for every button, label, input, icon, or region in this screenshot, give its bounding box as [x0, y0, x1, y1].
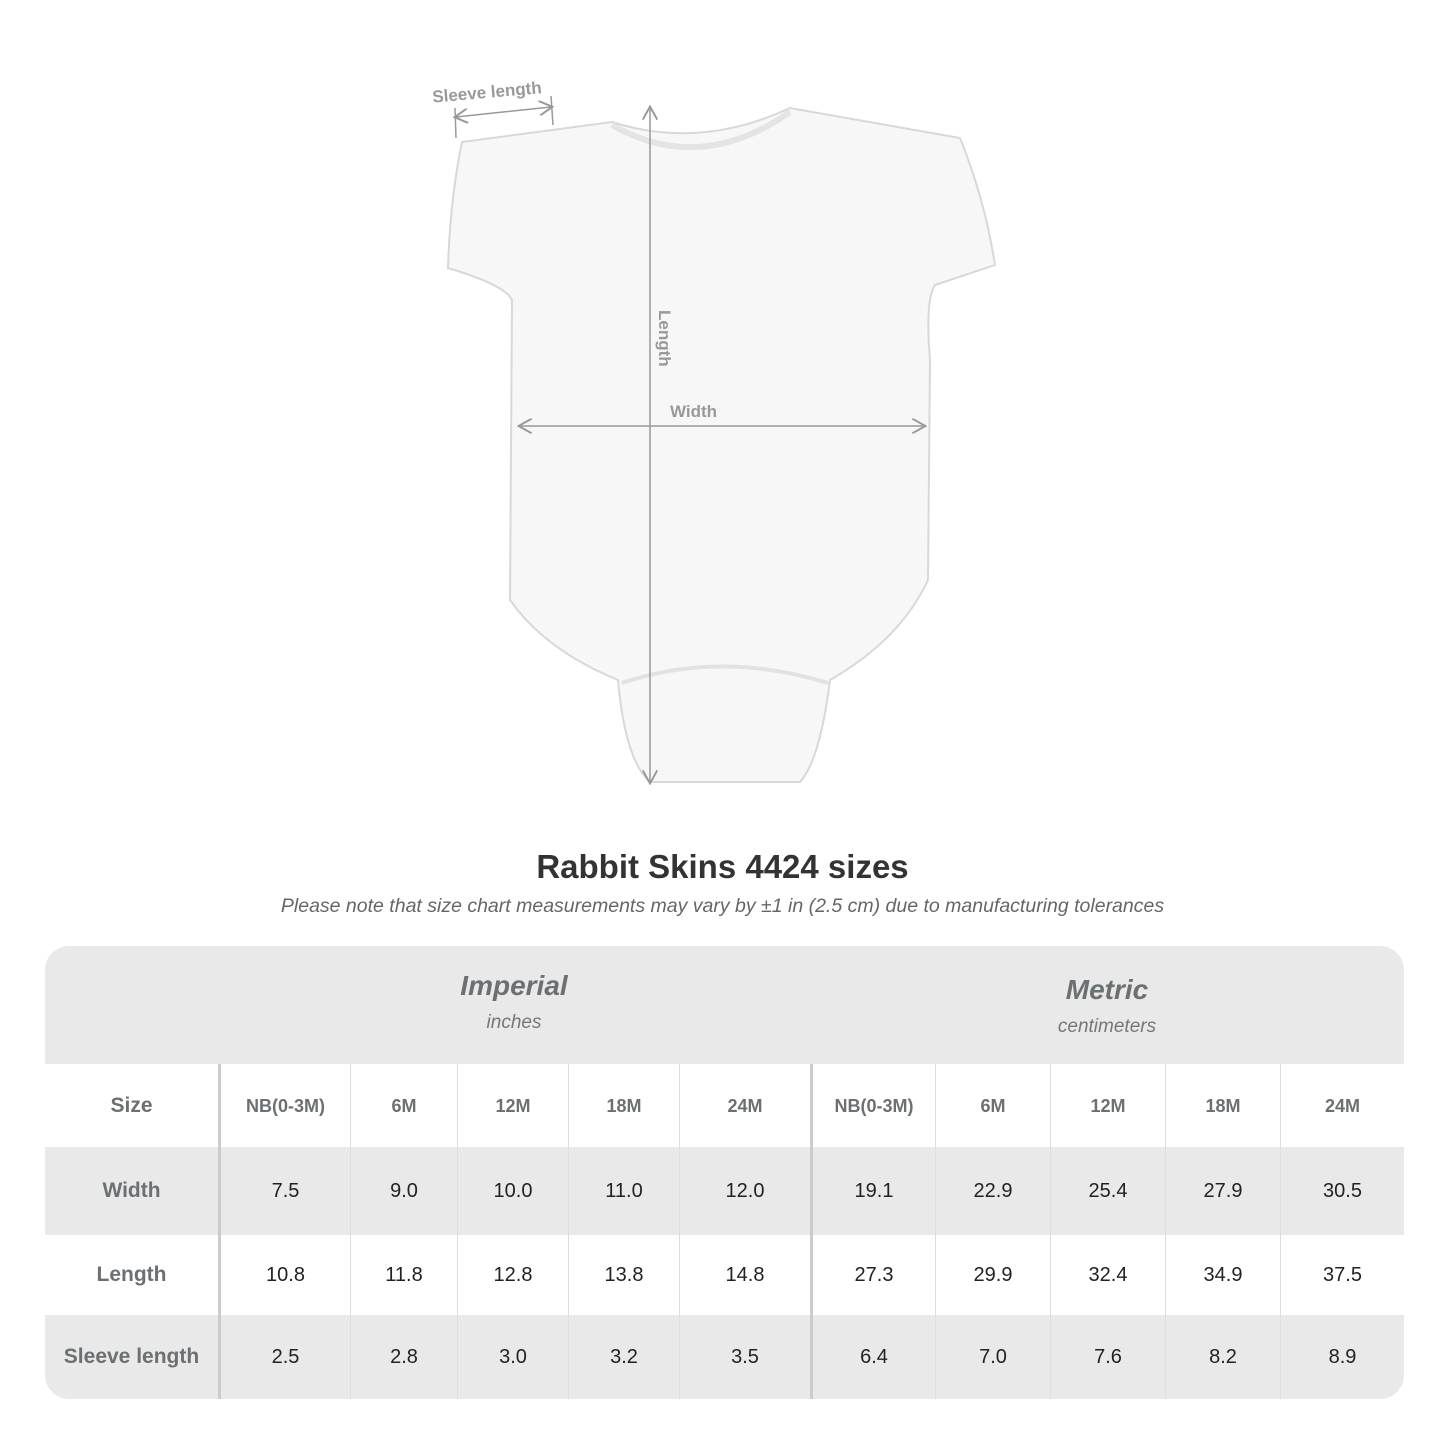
value-cell: 7.5: [218, 1147, 350, 1235]
metric-title: Metric: [1065, 974, 1149, 1005]
sleeve-arrow: [456, 107, 551, 117]
size-name: 12M: [495, 1095, 531, 1116]
metric-header: Metric centimeters: [810, 974, 1404, 1038]
value-cell: 8.2: [1165, 1315, 1280, 1399]
size-header-cell: 18M: [1165, 1064, 1280, 1148]
size-name: 24M: [1324, 1095, 1360, 1116]
chart-subtitle: Please note that size chart measurements…: [280, 895, 1165, 917]
size-header-cell: NB (0-3M): [810, 1064, 935, 1148]
size-name: NB: [246, 1095, 272, 1116]
value-cell: 3.5: [679, 1315, 810, 1399]
value-cell: 7.6: [1050, 1315, 1165, 1399]
size-name: 12M: [1090, 1095, 1126, 1116]
value-cell: 7.0: [935, 1315, 1050, 1399]
table-row: Sleeve length 2.5 2.8 3.0 3.2 3.5 6.4 7.0 7.6 8.2…: [45, 1315, 1404, 1399]
value-cell: 34.9: [1165, 1235, 1280, 1315]
value-cell: 30.5: [1280, 1147, 1404, 1235]
value-cell: 3.2: [568, 1315, 679, 1399]
size-header-cell: 6M: [935, 1064, 1050, 1148]
size-label: Size: [110, 1094, 153, 1117]
value-cell: 19.1: [810, 1147, 935, 1235]
onesie-diagram: Sleeve length Length Width: [432, 78, 997, 820]
size-name: (0-3M): [860, 1095, 914, 1116]
value-cell: 27.3: [810, 1235, 935, 1315]
size-header-cell: 24M: [679, 1064, 810, 1148]
row-label: Width: [102, 1179, 161, 1202]
size-name: NB: [834, 1095, 861, 1116]
size-table: Imperial inches Metric centimeters Size N…: [45, 946, 1404, 1399]
size-name: (0-3M): [272, 1095, 325, 1116]
size-header-cell: 24M: [1280, 1064, 1404, 1148]
size-name: 6M: [391, 1095, 417, 1116]
size-name: 18M: [606, 1095, 642, 1116]
value-cell: 2.5: [218, 1315, 350, 1399]
size-header-cell: NB (0-3M): [218, 1064, 350, 1148]
imperial-unit: inches: [486, 1012, 542, 1033]
value-cell: 14.8: [679, 1235, 810, 1315]
size-name: 24M: [727, 1095, 763, 1116]
onesie-image: [446, 106, 997, 783]
value-cell: 12.0: [679, 1147, 810, 1235]
value-cell: 22.9: [935, 1147, 1050, 1235]
width-label: Width: [670, 402, 717, 421]
value-cell: 13.8: [568, 1235, 679, 1315]
value-cell: 12.8: [457, 1235, 568, 1315]
size-header-cell: 6M: [350, 1064, 457, 1148]
value-cell: 11.8: [350, 1235, 457, 1315]
value-cell: 2.8: [350, 1315, 457, 1399]
row-label: Sleeve length: [63, 1345, 200, 1368]
table-row: Length 10.8 11.8 12.8 13.8 14.8 27.3 29.9 32.4 34…: [45, 1235, 1404, 1315]
unit-header: Imperial inches Metric centimeters: [45, 946, 1404, 1064]
chart-title: Rabbit Skins 4424 sizes: [536, 848, 909, 885]
size-name: 18M: [1205, 1095, 1241, 1116]
size-header-cell: 12M: [457, 1064, 568, 1148]
value-cell: 25.4: [1050, 1147, 1165, 1235]
value-cell: 37.5: [1280, 1235, 1404, 1315]
sleeve-length-label: Sleeve length: [432, 78, 543, 106]
size-header-row: Size NB (0-3M) 6M 12M 18M 24M NB (0-3M) 6M 12M 18M 2…: [45, 1064, 1404, 1148]
value-cell: 10.0: [457, 1147, 568, 1235]
imperial-title: Imperial: [460, 970, 568, 1001]
imperial-header: Imperial inches: [218, 970, 810, 1034]
size-header-cell: 18M: [568, 1064, 679, 1148]
table-row: Width 7.5 9.0 10.0 11.0 12.0 19.1 22.9 25.4 27.9 3…: [45, 1147, 1404, 1235]
row-label: Length: [96, 1263, 167, 1286]
value-cell: 27.9: [1165, 1147, 1280, 1235]
size-name: 6M: [980, 1095, 1006, 1116]
value-cell: 29.9: [935, 1235, 1050, 1315]
value-cell: 10.8: [218, 1235, 350, 1315]
value-cell: 3.0: [457, 1315, 568, 1399]
value-cell: 8.9: [1280, 1315, 1404, 1399]
metric-unit: centimeters: [1057, 1016, 1157, 1037]
value-cell: 6.4: [810, 1315, 935, 1399]
value-cell: 9.0: [350, 1147, 457, 1235]
length-label: Length: [655, 310, 674, 367]
value-cell: 11.0: [568, 1147, 679, 1235]
value-cell: 32.4: [1050, 1235, 1165, 1315]
size-header-cell: 12M: [1050, 1064, 1165, 1148]
